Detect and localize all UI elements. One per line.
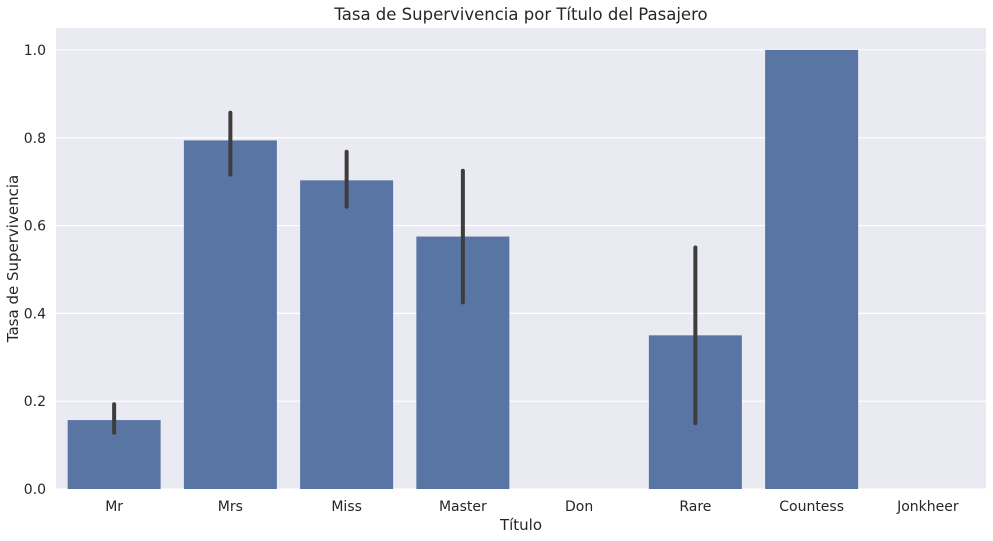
y-axis-label: Tasa de Supervivencia [4,175,22,343]
x-axis-label: Título [499,516,542,534]
y-tick-labels: 0.0 0.2 0.4 0.6 0.8 1.0 [24,43,46,498]
bar-miss [300,180,394,489]
x-tick-label: Mr [105,499,123,515]
y-tick-label: 0.0 [24,482,46,498]
bar-countess [765,49,859,489]
y-tick-label: 0.2 [24,394,46,410]
x-tick-label: Jonkheer [896,499,959,515]
x-tick-label: Miss [331,499,362,515]
x-tick-label: Don [565,499,593,515]
bars [67,49,859,490]
x-tick-labels: Mr Mrs Miss Master Don Rare Countess Jonkheer [105,499,959,515]
x-tick-label: Rare [679,499,711,515]
y-tick-label: 0.6 [24,219,46,235]
y-tick-label: 0.8 [24,131,46,147]
bar-mrs [183,140,277,490]
y-tick-label: 0.4 [24,306,46,322]
y-tick-label: 1.0 [24,43,46,59]
chart-title: Tasa de Supervivencia por Título del Pas… [333,5,707,24]
x-tick-label: Master [439,499,487,515]
error-bars [112,110,698,435]
x-tick-label: Mrs [218,499,243,515]
x-tick-label: Countess [779,499,844,515]
